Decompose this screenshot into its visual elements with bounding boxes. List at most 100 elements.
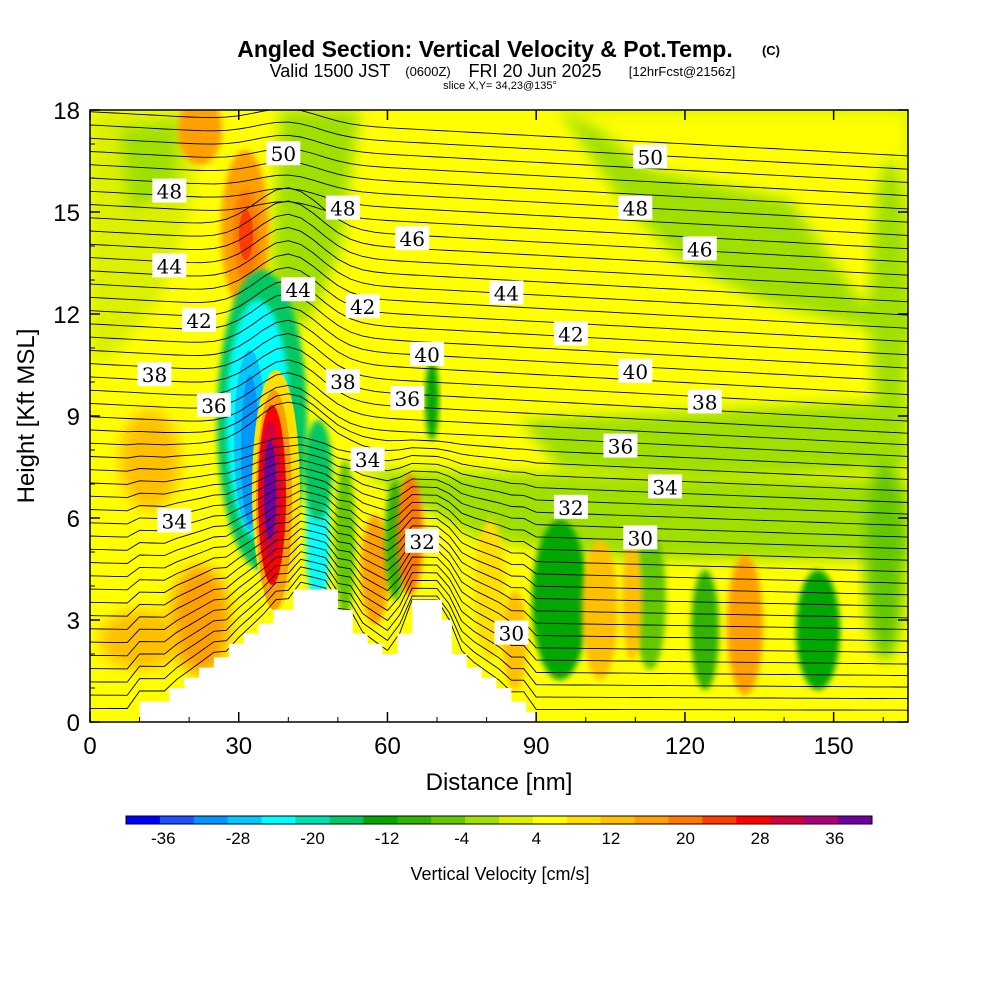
contour-label: 36 bbox=[196, 392, 231, 418]
theta-contour-line bbox=[90, 161, 908, 210]
contour-label: 34 bbox=[350, 447, 385, 472]
contour-label: 42 bbox=[182, 307, 217, 333]
chart-title: Angled Section: Vertical Velocity & Pot.… bbox=[237, 36, 732, 62]
theta-contour-line bbox=[90, 520, 908, 619]
contour-label-text: 42 bbox=[350, 295, 375, 319]
contour-label-text: 40 bbox=[623, 360, 648, 384]
contour-label: 42 bbox=[345, 294, 380, 319]
contour-label-text: 32 bbox=[558, 496, 583, 520]
contour-label-text: 38 bbox=[142, 363, 167, 387]
contour-label: 48 bbox=[325, 195, 360, 221]
y-tick-label: 9 bbox=[67, 404, 80, 431]
orange-top-left bbox=[178, 110, 222, 165]
green-band-mid-right bbox=[520, 400, 908, 480]
y-tick-label: 6 bbox=[67, 506, 80, 533]
valid-zulu: (0600Z) bbox=[405, 64, 451, 79]
wave-green-95 bbox=[532, 520, 588, 680]
contour-label-text: 44 bbox=[157, 254, 182, 278]
theta-contour-line bbox=[90, 266, 908, 342]
theta-contour-line bbox=[90, 451, 908, 515]
contour-label-text: 48 bbox=[157, 180, 182, 204]
terrain-profile bbox=[90, 589, 908, 722]
theta-contour-line bbox=[90, 306, 908, 382]
contour-label: 40 bbox=[410, 341, 445, 367]
theta-contour-line bbox=[90, 148, 908, 197]
contour-label: 30 bbox=[494, 620, 529, 646]
colorbar-tick-label: 4 bbox=[532, 829, 541, 848]
contour-label-text: 44 bbox=[494, 282, 519, 306]
contour-label-bg bbox=[157, 508, 192, 533]
contour-label-text: 38 bbox=[330, 370, 355, 394]
contour-label-bg bbox=[633, 144, 668, 169]
colorbar: -36 -28 -20 -12 -4 4 12 20 28 36 bbox=[125, 815, 873, 848]
contour-label-text: 32 bbox=[409, 530, 434, 554]
colorbar-swatch bbox=[431, 816, 466, 824]
contour-label: 34 bbox=[157, 508, 192, 533]
contour-label-text: 42 bbox=[186, 309, 211, 333]
contour-label-bg bbox=[182, 307, 217, 332]
contour-label-text: 46 bbox=[687, 237, 712, 261]
x-tick-label: 60 bbox=[374, 733, 401, 760]
colorbar-swatch bbox=[804, 816, 839, 824]
colorbar-swatch bbox=[397, 816, 432, 824]
contour-label-bg bbox=[687, 389, 722, 414]
theta-contour-line bbox=[90, 134, 908, 183]
contour-label-bg bbox=[494, 620, 529, 645]
y-tick-label: 12 bbox=[53, 302, 80, 329]
contour-label-bg bbox=[390, 386, 425, 410]
wave-orange-112 bbox=[622, 540, 642, 660]
theta-contour-line bbox=[90, 574, 908, 700]
contour-label-bg bbox=[603, 433, 638, 458]
theta-contour-line bbox=[90, 346, 908, 422]
contour-label: 46 bbox=[682, 236, 717, 261]
contour-label-text: 48 bbox=[330, 197, 355, 221]
theta-contour-line bbox=[90, 333, 908, 409]
contour-label: 30 bbox=[623, 525, 658, 550]
contour-label-text: 48 bbox=[623, 197, 648, 221]
contour-label-text: 40 bbox=[414, 343, 439, 367]
contour-label: 32 bbox=[405, 528, 440, 554]
contour-label-text: 36 bbox=[201, 394, 226, 418]
contour-label-text: 34 bbox=[652, 475, 677, 499]
contour-label-bg bbox=[623, 525, 658, 550]
colorbar-tick-label: -12 bbox=[375, 829, 400, 848]
contour-label: 50 bbox=[633, 144, 668, 170]
contour-label-bg bbox=[137, 362, 172, 387]
wave-orange-105 bbox=[582, 540, 618, 680]
theta-contour-line bbox=[90, 213, 908, 289]
colorbar-label: Vertical Velocity [cm/s] bbox=[410, 864, 589, 884]
x-tick-label: 0 bbox=[83, 733, 96, 760]
contour-label-text: 34 bbox=[162, 509, 187, 533]
green-column-68nm bbox=[425, 360, 439, 440]
theta-contour-line bbox=[90, 444, 908, 503]
contour-label-text: 50 bbox=[271, 142, 296, 166]
contour-label-bg bbox=[682, 236, 717, 261]
wave-green-high bbox=[870, 160, 908, 440]
colorbar-swatch bbox=[126, 816, 161, 824]
orange-left-low-2 bbox=[100, 610, 180, 670]
theta-contour-line bbox=[90, 187, 908, 263]
contour-labels: 50 50 48 48 48 46 46 44 44 44 42 42 42 40 40 38 38 38 36 36… bbox=[137, 141, 722, 646]
colorbar-swatch bbox=[261, 816, 297, 824]
orange-left-mid bbox=[120, 410, 180, 510]
theta-contours bbox=[90, 110, 908, 711]
colorbar-tick-label: -28 bbox=[226, 829, 251, 848]
wave-green-123 bbox=[691, 570, 719, 690]
wave-green-145 bbox=[796, 570, 840, 690]
theta-contour-line bbox=[90, 253, 908, 329]
theta-contour-line bbox=[90, 280, 908, 356]
upper-updraft-core bbox=[239, 210, 253, 260]
contour-label: 36 bbox=[603, 433, 638, 459]
contour-label-bg bbox=[152, 178, 187, 203]
colorbar-swatch bbox=[532, 816, 568, 824]
theta-contour-line bbox=[90, 359, 908, 434]
theta-contour-line bbox=[90, 384, 908, 457]
x-tick-label: 90 bbox=[523, 733, 550, 760]
theta-contour-line bbox=[90, 436, 908, 492]
colorbar-swatch bbox=[736, 816, 771, 824]
theta-contour-line bbox=[90, 110, 908, 157]
colorbar-swatch bbox=[566, 816, 602, 824]
contour-label-bg bbox=[196, 392, 231, 417]
theta-contour-line bbox=[90, 121, 908, 170]
x-axis: 0 30 60 90 120 150 bbox=[83, 110, 884, 760]
